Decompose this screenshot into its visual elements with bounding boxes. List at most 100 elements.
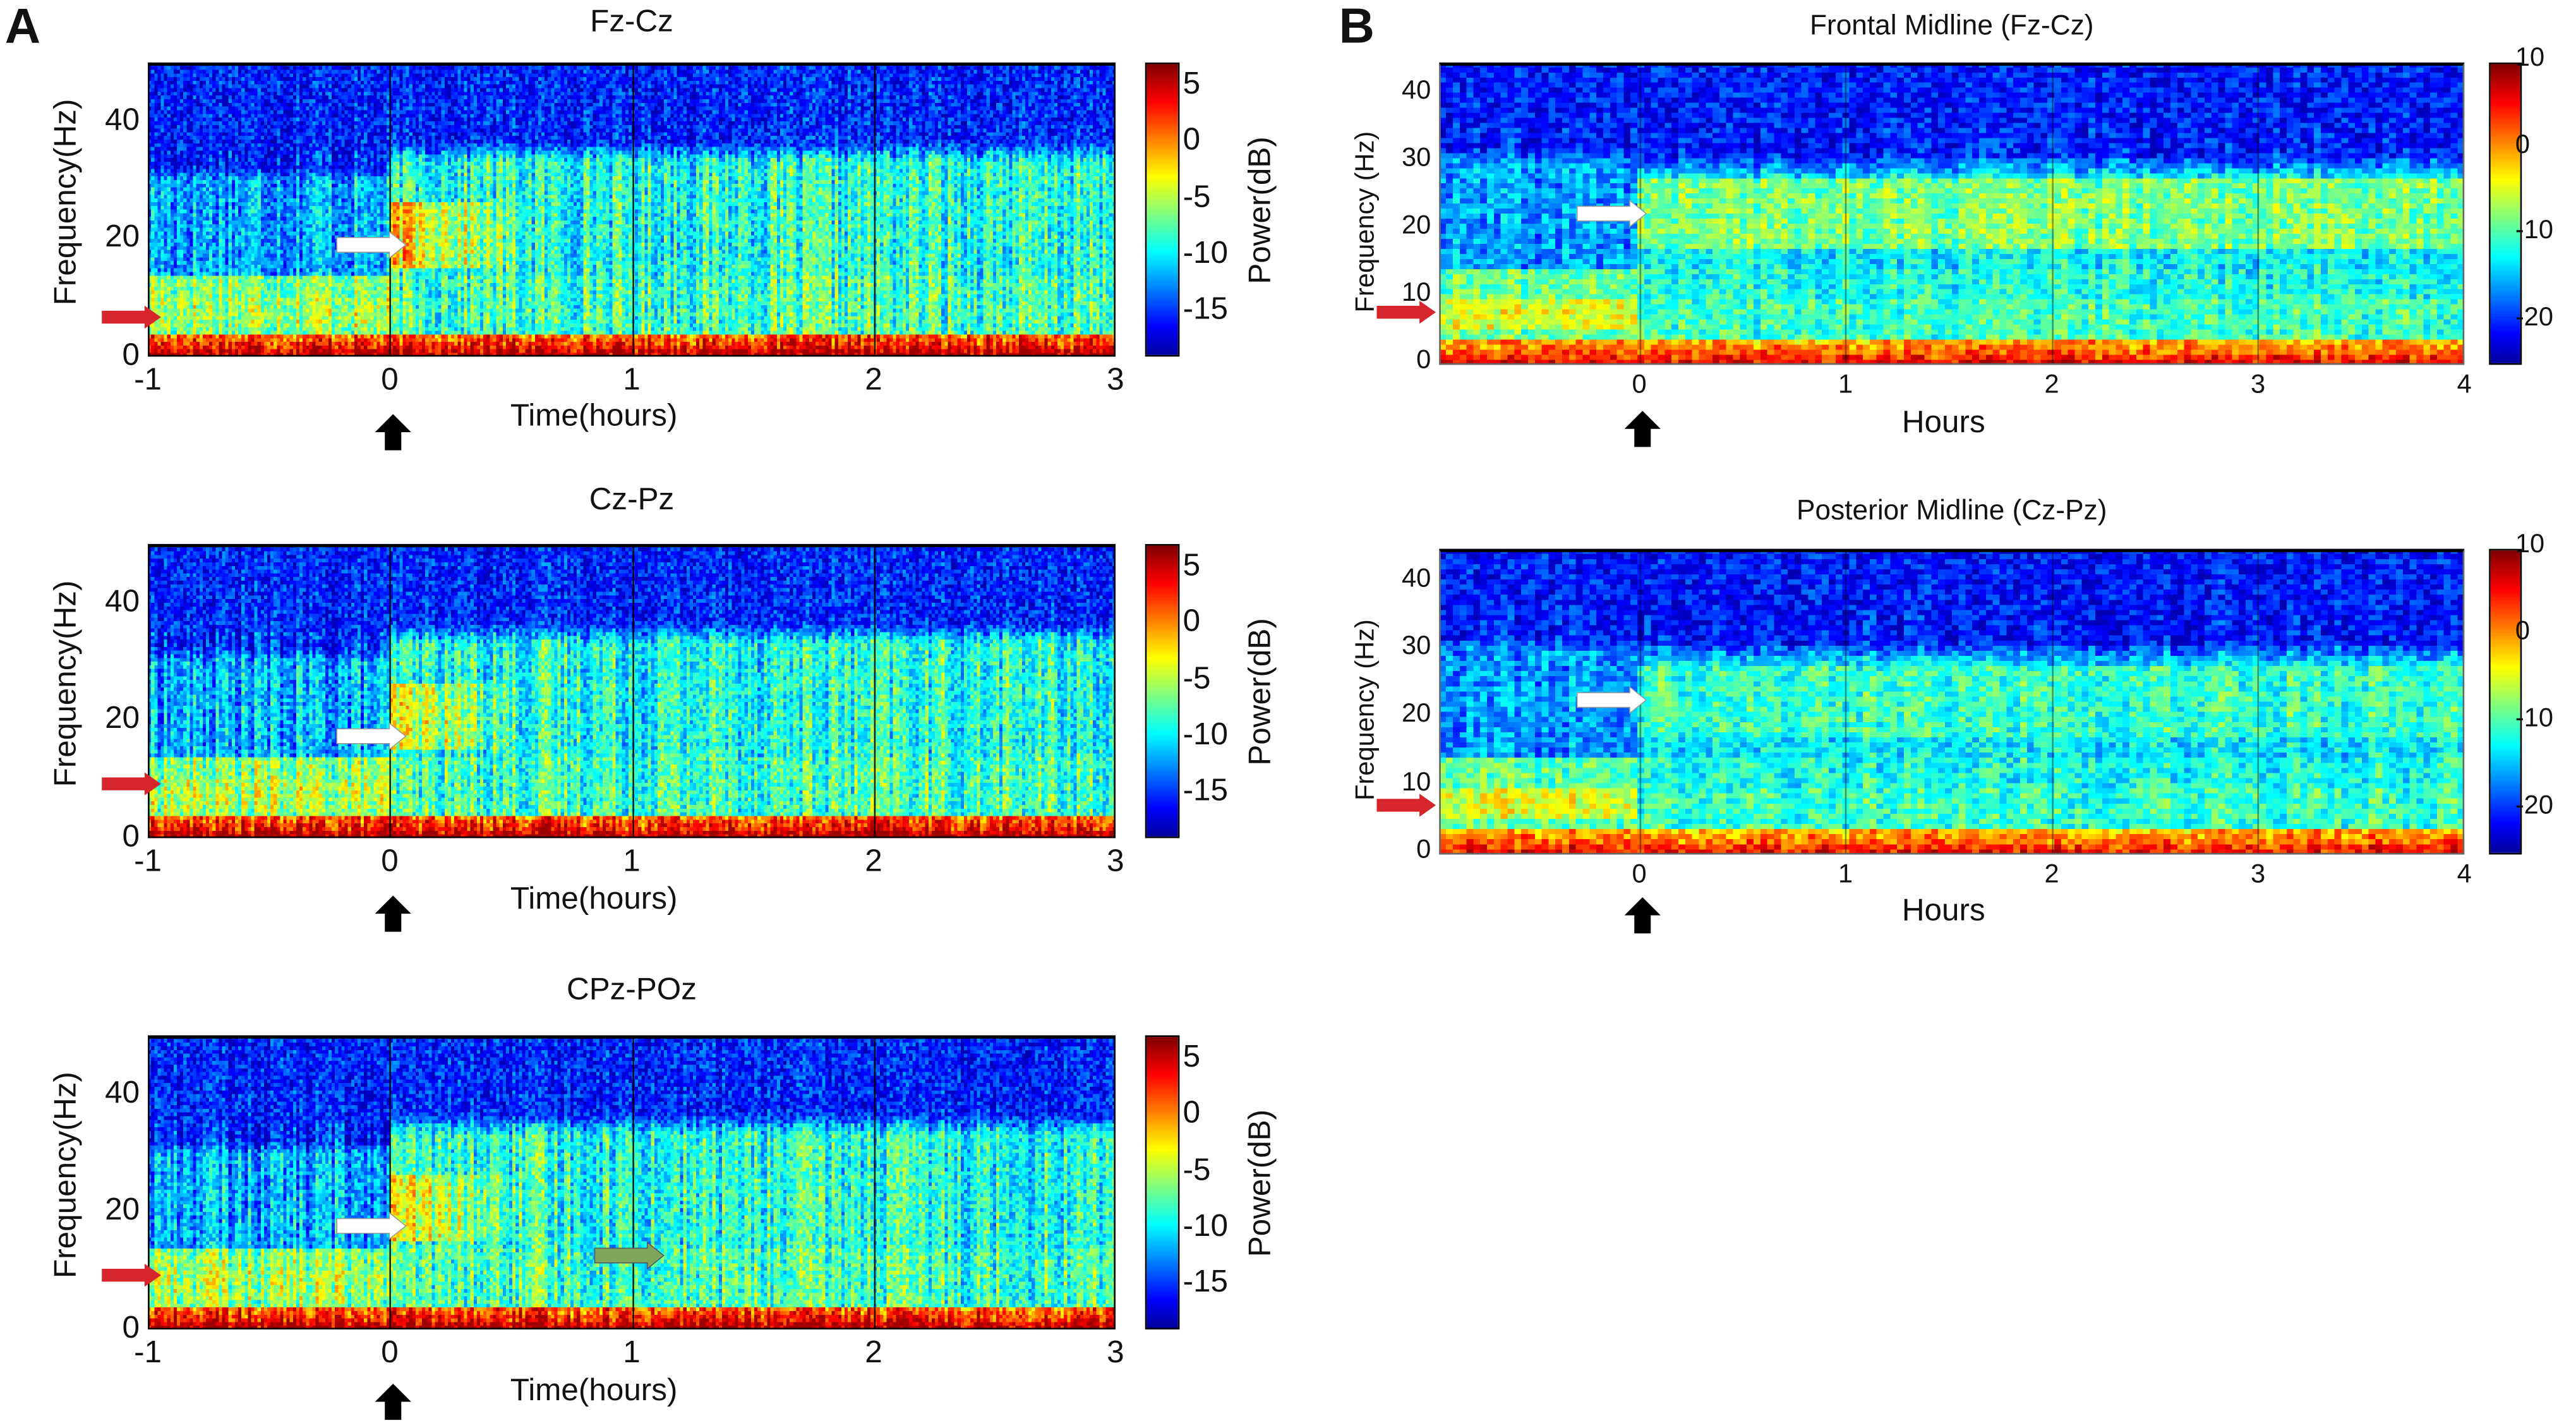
colorbar-tick-label: -15	[1183, 293, 1229, 328]
colorbar-tick-label: 10	[2515, 44, 2545, 73]
colorbar-tick-label: -10	[1183, 1209, 1229, 1244]
colorbar	[2489, 62, 2522, 365]
hour-gridline	[2258, 548, 2259, 855]
hour-gridline	[390, 62, 392, 357]
y-tick-label: 0	[1416, 346, 1431, 375]
y-tick-label: 20	[1402, 700, 1431, 729]
x-tick-label: 0	[1632, 861, 1647, 890]
hour-gridline	[632, 62, 634, 357]
x-axis-label: Hours	[1901, 406, 1985, 441]
x-tick-label: 0	[381, 363, 399, 398]
hour-gridline	[390, 543, 392, 838]
hour-gridline	[632, 1035, 634, 1330]
y-tick-label: 20	[1402, 212, 1431, 241]
colorbar-tick-label: -20	[2515, 792, 2553, 821]
colorbar-tick-label: 0	[1183, 1096, 1201, 1131]
y-tick-label: 40	[1402, 564, 1431, 593]
x-tick-label: -1	[134, 363, 162, 398]
chart-title: Cz-Pz	[589, 483, 675, 518]
spectrogram-heatmap	[148, 1035, 1116, 1330]
y-tick-label: 30	[1402, 632, 1431, 661]
y-tick-label: 20	[105, 702, 140, 737]
x-tick-label: -1	[134, 1336, 162, 1371]
x-tick-label: 1	[623, 844, 641, 880]
x-tick-label: 3	[2251, 371, 2266, 399]
colorbar	[2489, 548, 2522, 855]
colorbar-tick-label: -15	[1183, 1266, 1229, 1301]
colorbar-tick-label: -15	[1183, 775, 1229, 809]
panel-letter-a: A	[4, 0, 41, 54]
colorbar-tick-label: 0	[1183, 605, 1201, 640]
y-tick-label: 40	[105, 584, 140, 619]
x-tick-label: 2	[865, 1336, 882, 1371]
colorbar-tick-label: -10	[2515, 217, 2553, 245]
x-tick-label: 3	[1107, 1336, 1124, 1371]
hour-gridline	[632, 543, 634, 838]
hour-gridline	[873, 1035, 876, 1330]
x-tick-label: 1	[1838, 861, 1853, 890]
x-axis-label: Time(hours)	[510, 1374, 678, 1408]
x-tick-label: 1	[1838, 371, 1853, 399]
y-tick-label: 40	[105, 1075, 140, 1111]
colorbar-tick-label: -5	[1183, 662, 1211, 696]
colorbar	[1145, 543, 1180, 838]
colorbar-tick-label: -20	[2515, 303, 2553, 332]
colorbar	[1145, 62, 1180, 357]
x-tick-label: 1	[623, 1336, 641, 1371]
y-tick-label: 40	[105, 103, 140, 138]
y-tick-label: 10	[1402, 279, 1431, 308]
chart-title: Posterior Midline (Cz-Pz)	[1797, 494, 2107, 526]
y-tick-label: 0	[122, 1311, 140, 1346]
x-axis-label: Time(hours)	[510, 399, 678, 434]
spectrogram-heatmap	[148, 543, 1116, 838]
x-tick-label: 2	[865, 844, 882, 880]
colorbar	[1145, 1035, 1180, 1330]
y-tick-label: 20	[105, 1194, 140, 1228]
x-tick-label: 3	[1107, 844, 1124, 880]
x-tick-label: 0	[381, 1336, 399, 1371]
colorbar-tick-label: 10	[2515, 531, 2545, 559]
x-tick-label: -1	[134, 844, 162, 880]
chart-title: Fz-Cz	[590, 4, 673, 40]
x-tick-label: 4	[2457, 861, 2472, 890]
x-axis-label: Hours	[1901, 893, 1985, 929]
y-tick-label: 0	[122, 338, 140, 373]
y-tick-label: 0	[122, 820, 140, 855]
x-axis-label: Time(hours)	[510, 882, 678, 917]
x-tick-label: 0	[381, 844, 399, 880]
hour-gridline	[873, 62, 876, 357]
y-tick-label: 30	[1402, 145, 1431, 173]
colorbar-tick-label: 5	[1183, 548, 1201, 583]
y-tick-label: 10	[1402, 768, 1431, 797]
y-tick-label: 20	[105, 221, 140, 256]
hour-gridline	[390, 1035, 392, 1330]
x-tick-label: 1	[623, 363, 641, 398]
panel-letter-b: B	[1339, 0, 1375, 54]
colorbar-tick-label: 0	[2515, 130, 2530, 159]
x-tick-label: 2	[2044, 861, 2059, 890]
x-tick-label: 4	[2457, 371, 2472, 399]
colorbar-tick-label: 5	[1183, 1039, 1201, 1075]
x-tick-label: 2	[2044, 371, 2059, 399]
colorbar-tick-label: 5	[1183, 67, 1201, 102]
x-tick-label: 3	[2251, 861, 2266, 890]
x-tick-label: 0	[1632, 371, 1647, 399]
chart-title: Frontal Midline (Fz-Cz)	[1809, 9, 2094, 42]
x-tick-label: 3	[1107, 363, 1124, 398]
